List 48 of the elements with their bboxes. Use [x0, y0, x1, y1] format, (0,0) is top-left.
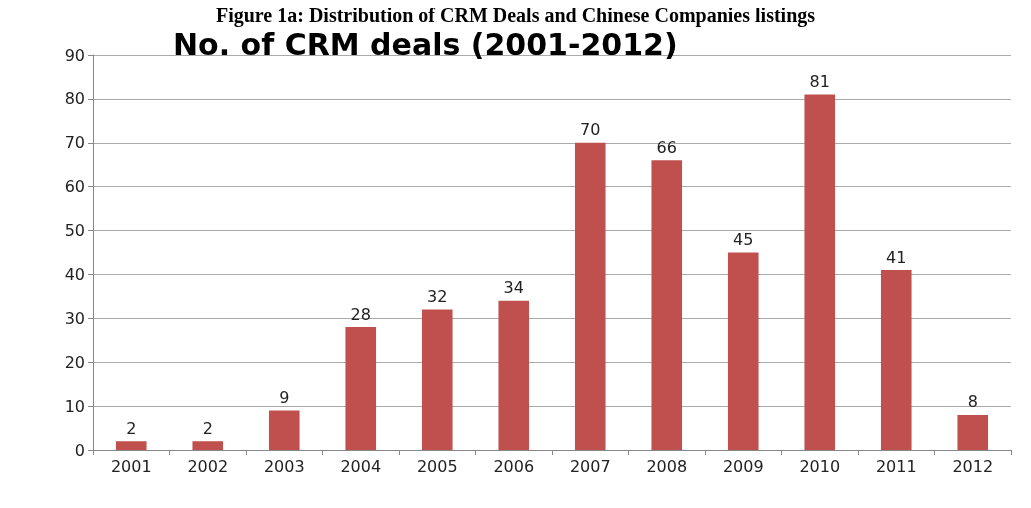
- x-tick-label: 2009: [722, 456, 764, 476]
- data-label: 32: [427, 287, 448, 307]
- bar: [268, 410, 300, 450]
- data-label: 9: [279, 388, 290, 407]
- x-tick-label: 2011: [875, 456, 917, 476]
- y-tick-label: 40: [64, 264, 85, 284]
- x-tick-label: 2012: [952, 456, 994, 476]
- bar: [192, 441, 224, 450]
- x-tick-label: 2010: [799, 456, 841, 476]
- bar: [880, 270, 912, 450]
- y-tick-label: 90: [64, 45, 85, 65]
- data-label: 34: [503, 278, 524, 298]
- y-tick-label: 10: [64, 396, 85, 416]
- bar: [804, 94, 836, 450]
- bar: [957, 414, 989, 450]
- data-label: 70: [580, 120, 601, 140]
- bar: [421, 309, 453, 450]
- data-label: 66: [656, 137, 677, 157]
- bar: [115, 441, 147, 450]
- y-tick-label: 50: [64, 221, 85, 241]
- y-tick-label: 70: [64, 133, 85, 153]
- x-tick-label: 2008: [646, 456, 688, 476]
- data-label: 81: [809, 72, 830, 91]
- chart-title: No. of CRM deals (2001-2012): [173, 26, 678, 62]
- caption: Figure 1a: Distribution of CRM Deals and Chinese Companies listings: [215, 4, 816, 27]
- x-tick-label: 2002: [187, 456, 229, 476]
- x-tick-label: 2001: [110, 456, 152, 476]
- bar: [574, 142, 606, 450]
- x-tick-label: 2007: [569, 456, 611, 476]
- bar: [651, 160, 683, 450]
- x-tick-label: 2003: [263, 456, 305, 476]
- bar: [727, 252, 759, 450]
- x-tick-label: 2005: [416, 456, 458, 476]
- y-tick-label: 80: [64, 89, 85, 109]
- bar: [345, 327, 377, 450]
- data-label: 2: [126, 418, 137, 438]
- x-tick-label: 2004: [340, 456, 382, 476]
- bar: [498, 300, 530, 450]
- data-label: 45: [733, 230, 754, 249]
- y-tick-label: 0: [74, 440, 85, 460]
- data-label: 2: [202, 418, 213, 438]
- data-label: 28: [350, 304, 371, 324]
- y-tick-label: 60: [64, 177, 85, 197]
- data-label: 8: [967, 392, 978, 412]
- x-tick-label: 2006: [493, 456, 535, 476]
- y-tick-label: 30: [64, 308, 85, 328]
- y-tick-label: 20: [64, 352, 85, 372]
- data-label: 41: [886, 247, 907, 267]
